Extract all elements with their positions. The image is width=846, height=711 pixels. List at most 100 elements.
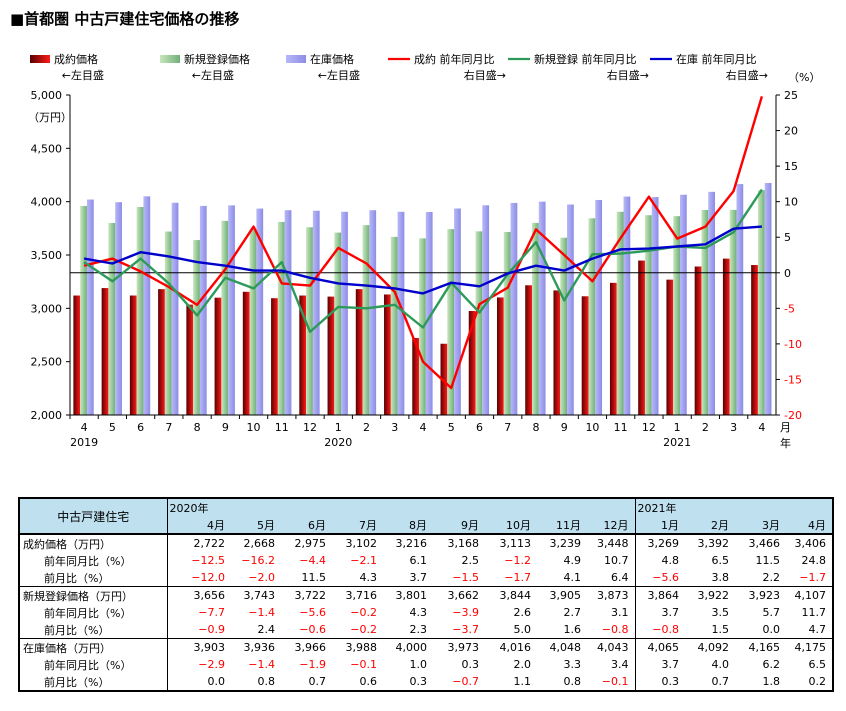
table-cell: 11.5: [755, 554, 781, 567]
bar-1-14: [468, 311, 476, 415]
table-cell: 4,043: [587, 638, 636, 656]
table-cell: −0.6: [281, 621, 332, 639]
table-cell: −1.5: [433, 569, 485, 587]
table-cell: 4,000: [395, 641, 428, 654]
table-cell: 1.6: [537, 621, 587, 639]
table-cell: 4,165: [748, 641, 781, 654]
table-month-7: 10月: [485, 516, 537, 535]
legend-sub-4: 右目盛→: [464, 68, 506, 82]
bar-1-7: [271, 298, 278, 415]
bar-1-17: [553, 290, 561, 415]
table-cell: −0.8: [587, 621, 636, 639]
bar-2-20: [644, 215, 652, 415]
table-cell: −1.7: [485, 569, 537, 587]
x-year-label-1: 2020: [324, 436, 352, 449]
table-cell: 6.5: [711, 554, 730, 567]
chart-title: ■首都圏 中古戸建住宅価格の推移: [10, 10, 240, 28]
table-cell: 3,844: [499, 589, 532, 602]
table-cell: 4.0: [711, 658, 730, 671]
table-cell: 3.1: [587, 604, 636, 621]
table-cell: 3,216: [395, 537, 428, 550]
left-tick-label-4500: 4,500: [31, 142, 63, 155]
table-cell: 4,048: [549, 641, 582, 654]
right-tick-label-5: 5: [784, 231, 791, 244]
table-cell: 4.3: [332, 569, 383, 587]
table-cell: 4.8: [661, 554, 680, 567]
x-tick-label-15: 7: [504, 421, 511, 434]
right-tick-label--20: -20: [784, 409, 802, 422]
bar-2-3: [164, 231, 172, 415]
bar-3-23: [736, 184, 744, 415]
right-tick-label-20: 20: [784, 125, 798, 138]
table-cell: 0.8: [537, 673, 587, 692]
bar-3-19: [623, 196, 631, 415]
x-unit-year: 年: [780, 436, 791, 450]
table-cell: 2,722: [193, 537, 226, 550]
table-cell: −1.4: [248, 658, 275, 671]
table-cell: 4,065: [647, 641, 680, 654]
table-cell: 3,239: [549, 537, 582, 550]
left-tick-label-2500: 2,500: [31, 356, 63, 369]
table-cell: 0.0: [735, 621, 786, 639]
table-cell: 2,975: [294, 537, 327, 550]
x-tick-label-20: 12: [642, 421, 656, 434]
x-tick-label-12: 4: [420, 421, 427, 434]
table-cell: −0.1: [587, 673, 636, 692]
bar-3-12: [425, 212, 433, 415]
table-cell: 3,392: [697, 537, 730, 550]
bar-3-0: [86, 199, 94, 415]
x-tick-label-24: 4: [758, 421, 765, 434]
table-cell: 0.3: [461, 658, 480, 671]
x-tick-label-14: 6: [476, 421, 483, 434]
table-cell: −5.6: [299, 606, 326, 619]
table-cell: 2.0: [513, 658, 532, 671]
bar-3-20: [651, 197, 659, 415]
x-tick-label-0: 4: [81, 421, 88, 434]
table-cell: −2.1: [350, 554, 377, 567]
bar-3-3: [171, 202, 179, 415]
bar-2-7: [277, 221, 285, 415]
x-year-label-0: 2019: [70, 436, 98, 449]
table-cell: 2.2: [735, 569, 786, 587]
table-row: 前年同月比（%） −2.9 −1.4 −1.9 −0.1 1.0 0.3 2.0 3.3 3.4 3…: [18, 656, 834, 673]
table-cell: 3,662: [447, 589, 480, 602]
bar-1-4: [186, 304, 194, 415]
bar-2-2: [136, 207, 144, 415]
legend-label-4: 成約 前年同月比: [414, 52, 495, 66]
right-tick-label--10: -10: [784, 338, 802, 351]
table-year-2: 2021年: [635, 497, 834, 516]
left-tick-label-4000: 4,000: [31, 196, 63, 209]
bar-3-1: [115, 202, 122, 415]
table-cell: 1.0: [409, 658, 428, 671]
table-cell: 3,113: [499, 537, 532, 550]
right-tick-label-10: 10: [784, 196, 798, 209]
table-month-13: 4月: [786, 516, 834, 535]
table-row-label: 前年同月比（%）: [18, 552, 168, 569]
table-month-6: 9月: [433, 516, 485, 535]
x-tick-label-9: 1: [335, 421, 342, 434]
table-cell: 0.6: [332, 673, 383, 692]
table-cell: 2.6: [513, 606, 532, 619]
table-cell: −4.4: [299, 554, 326, 567]
table-cell: −3.9: [452, 606, 479, 619]
table-month-2: 5月: [231, 516, 281, 535]
table-cell: −0.1: [350, 658, 377, 671]
bar-2-24: [757, 190, 765, 415]
table-row-label: 前年同月比（%）: [18, 656, 168, 673]
bar-3-9: [341, 211, 348, 415]
legend-label-6: 在庫 前年同月比: [676, 52, 757, 66]
x-tick-label-1: 5: [109, 421, 116, 434]
bar-2-18: [588, 218, 596, 415]
table-row: 前月比（%） −12.0 −2.0 11.5 4.3 3.7 −1.5 −1.7 4.1 6.4−…: [18, 569, 834, 587]
legend-sub-1: ←左目盛: [62, 68, 104, 82]
bar-2-11: [390, 236, 398, 415]
legend-label-1: 成約価格: [54, 52, 98, 66]
table-row-label: 前年同月比（%）: [18, 604, 168, 621]
table-cell: 4.3: [409, 606, 428, 619]
table-cell: 3,988: [345, 641, 378, 654]
table-cell: 3,936: [243, 641, 276, 654]
table-row: 前月比（%） −0.9 2.4 −0.6 −0.2 2.3 −3.7 5.0 1.6 −0.8 −0…: [18, 621, 834, 639]
bar-3-15: [510, 202, 518, 415]
bar-2-6: [249, 229, 257, 415]
table-cell: 5.7: [762, 606, 781, 619]
